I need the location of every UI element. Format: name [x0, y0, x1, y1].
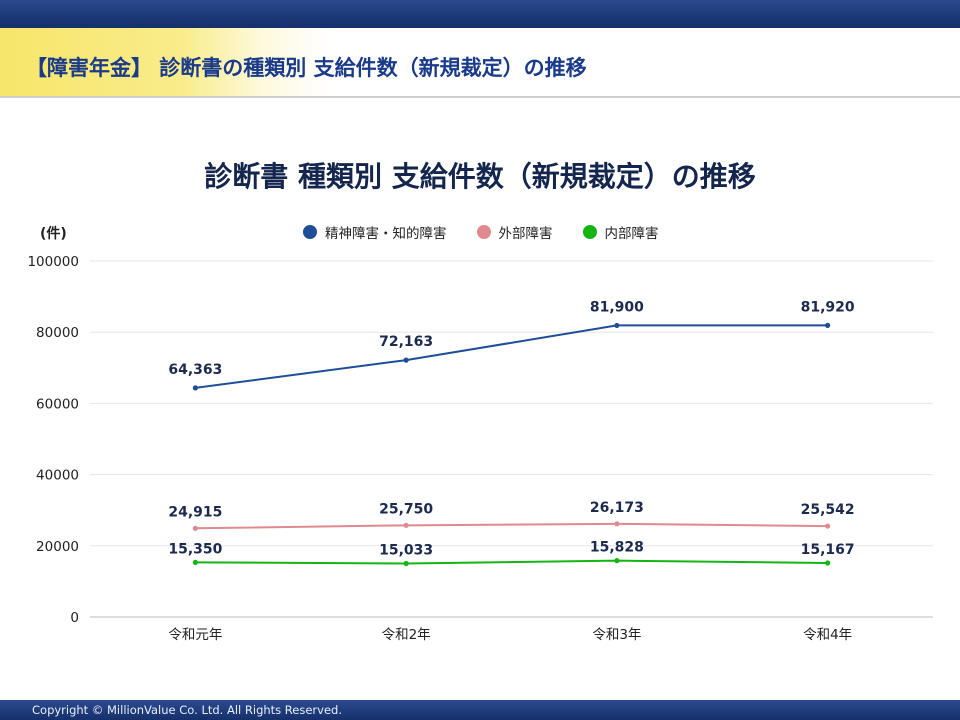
footer-bar: Copyright © MillionValue Co. Ltd. All Ri…: [0, 700, 960, 720]
legend-label-series-3: 内部障害: [604, 226, 659, 242]
x-tick-label: 令和4年: [803, 627, 852, 643]
data-label-series-2: 25,542: [801, 502, 855, 518]
series-line-3: [195, 559, 828, 565]
series-line-2: [195, 522, 828, 530]
data-point-series-2: [825, 523, 831, 529]
x-tick-label: 令和3年: [592, 627, 641, 643]
data-label-series-3: 15,828: [590, 540, 644, 556]
legend-marker-series-2: [476, 225, 491, 239]
data-label-series-2: 24,915: [168, 504, 222, 520]
data-point-series-3: [192, 559, 198, 565]
data-label-series-1: 72,163: [379, 334, 433, 350]
data-label-series-3: 15,350: [168, 541, 222, 557]
x-tick-label: 令和元年: [168, 627, 222, 643]
data-point-series-1: [403, 357, 409, 363]
chart-legend: 精神障害・知的障害 外部障害 内部障害: [303, 223, 659, 242]
data-point-series-2: [614, 521, 620, 527]
data-point-series-2: [403, 522, 409, 528]
legend-item-series-1: 精神障害・知的障害: [303, 223, 447, 242]
legend-label-series-2: 外部障害: [498, 226, 553, 242]
data-point-series-3: [403, 560, 409, 567]
legend-item-series-2: 外部障害: [476, 223, 553, 242]
data-point-series-1: [614, 322, 620, 329]
legend-marker-series-1: [303, 225, 317, 239]
data-label-series-1: 81,920: [801, 299, 855, 315]
data-label-series-3: 15,167: [801, 542, 855, 558]
slide-header: 【障害年金】 診断書の種類別 支給件数（新規裁定）の推移: [0, 28, 960, 98]
data-point-series-1: [825, 322, 831, 328]
header-divider: [0, 96, 960, 98]
data-label-series-1: 64,363: [168, 362, 222, 378]
y-tick-label: 40000: [36, 468, 79, 484]
data-point-series-1: [192, 385, 198, 391]
data-point-series-3: [614, 558, 620, 564]
copyright-text: Copyright © MillionValue Co. Ltd. All Ri…: [32, 703, 342, 717]
header-highlight: [0, 28, 330, 96]
top-banner: [0, 0, 960, 28]
data-label-series-2: 26,173: [590, 500, 644, 516]
y-tick-label: 80000: [36, 325, 79, 341]
legend-label-series-1: 精神障害・知的障害: [325, 226, 447, 242]
chart-title: 診断書 種類別 支給件数（新規裁定）の推移: [204, 160, 756, 193]
legend-item-series-3: 内部障害: [582, 223, 659, 242]
data-label-series-2: 25,750: [379, 501, 433, 517]
data-label-series-3: 15,033: [379, 542, 433, 558]
data-point-series-3: [825, 560, 831, 566]
y-tick-label: 0: [70, 610, 79, 626]
data-label-series-1: 81,900: [590, 299, 644, 315]
data-point-series-2: [192, 525, 198, 531]
y-tick-label: 60000: [36, 396, 79, 412]
y-axis-unit-label: (件): [40, 226, 67, 242]
y-tick-label: 100000: [27, 254, 79, 270]
y-tick-label: 20000: [36, 539, 79, 555]
page-title: 【障害年金】 診断書の種類別 支給件数（新規裁定）の推移: [26, 56, 587, 80]
legend-marker-series-3: [582, 225, 597, 239]
x-tick-label: 令和2年: [382, 627, 431, 643]
series-line-1: [195, 324, 828, 389]
